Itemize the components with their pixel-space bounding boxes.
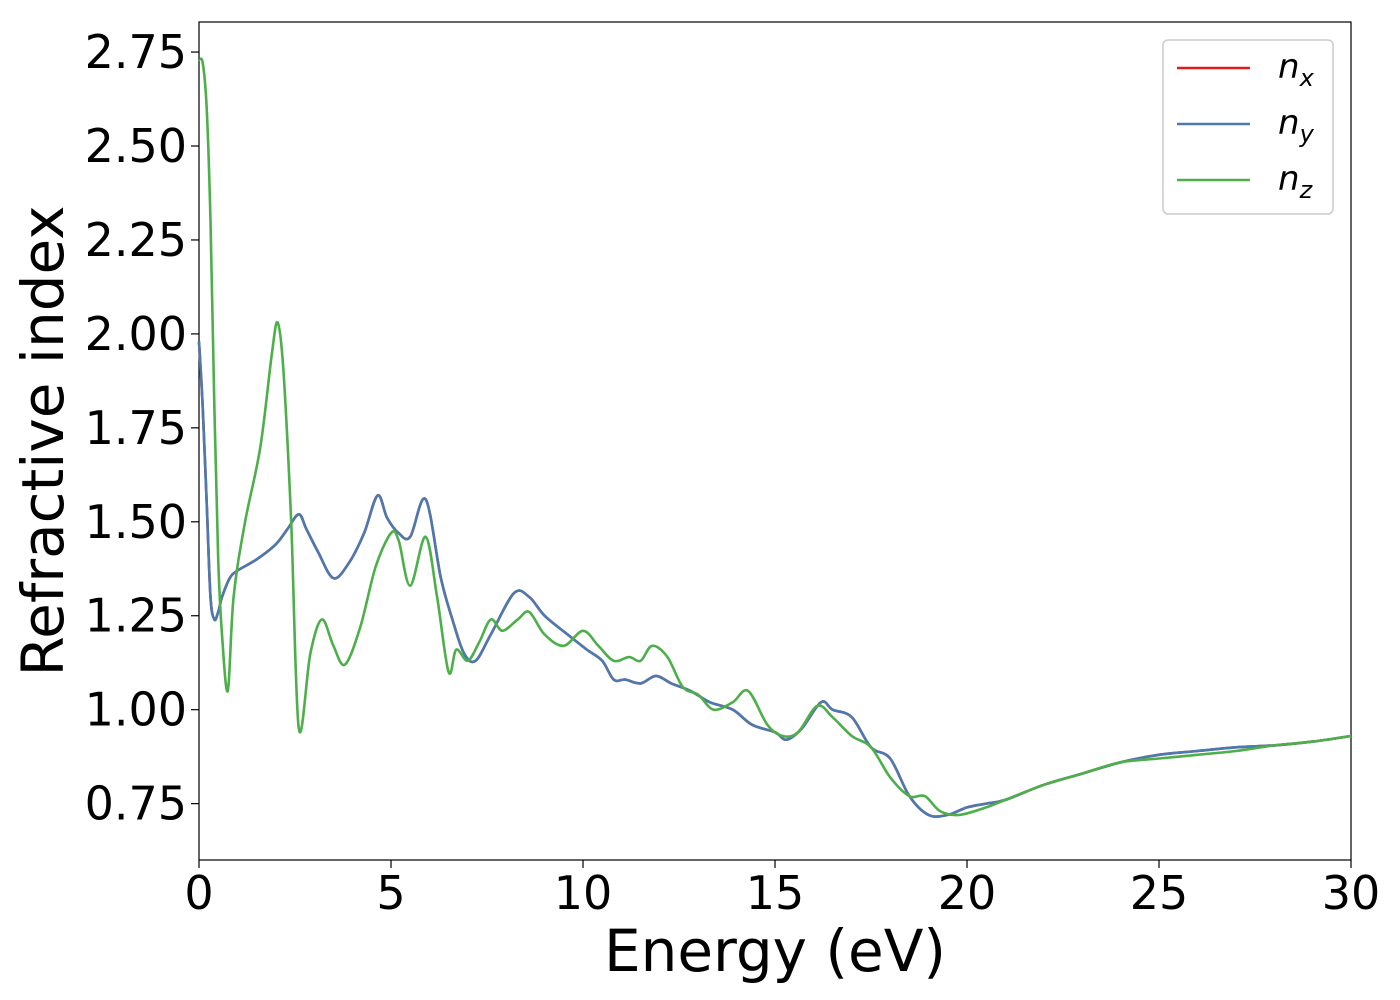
x-tick-label: 10 <box>554 866 613 920</box>
y-tick-label: 2.00 <box>85 307 187 361</box>
y-axis: 0.75 1.00 1.25 1.50 1.75 2.00 2.25 2.50 2.75 <box>85 25 199 831</box>
x-tick-label: 5 <box>376 866 405 920</box>
x-tick-label: 20 <box>938 866 997 920</box>
y-tick-label: 1.50 <box>85 495 187 549</box>
series-line-ny <box>197 341 1352 818</box>
y-tick-label: 0.75 <box>85 777 187 831</box>
legend: nx ny nz <box>1162 39 1334 215</box>
x-tick-label: 25 <box>1130 866 1189 920</box>
y-axis-title: Refractive index <box>9 205 77 676</box>
y-tick-label: 2.75 <box>85 25 187 79</box>
plot-area <box>198 21 1352 861</box>
series-layer <box>197 57 1352 818</box>
x-tick-label: 0 <box>184 866 213 920</box>
y-tick-label: 1.75 <box>85 401 187 455</box>
legend-label-nx: nx <box>1278 47 1315 92</box>
y-tick-label: 1.00 <box>85 683 187 737</box>
x-axis-title: Energy (eV) <box>604 917 946 985</box>
series-line-nz <box>197 57 1352 817</box>
y-tick-label: 2.25 <box>85 213 187 267</box>
legend-label-nz: nz <box>1278 159 1314 204</box>
x-axis: 0 5 10 15 20 25 30 <box>184 860 1380 920</box>
legend-label-ny: ny <box>1278 103 1315 148</box>
y-tick-label: 1.25 <box>85 589 187 643</box>
y-tick-label: 2.50 <box>85 119 187 173</box>
x-tick-label: 15 <box>746 866 805 920</box>
x-tick-label: 30 <box>1322 866 1381 920</box>
legend-frame <box>1162 39 1334 215</box>
